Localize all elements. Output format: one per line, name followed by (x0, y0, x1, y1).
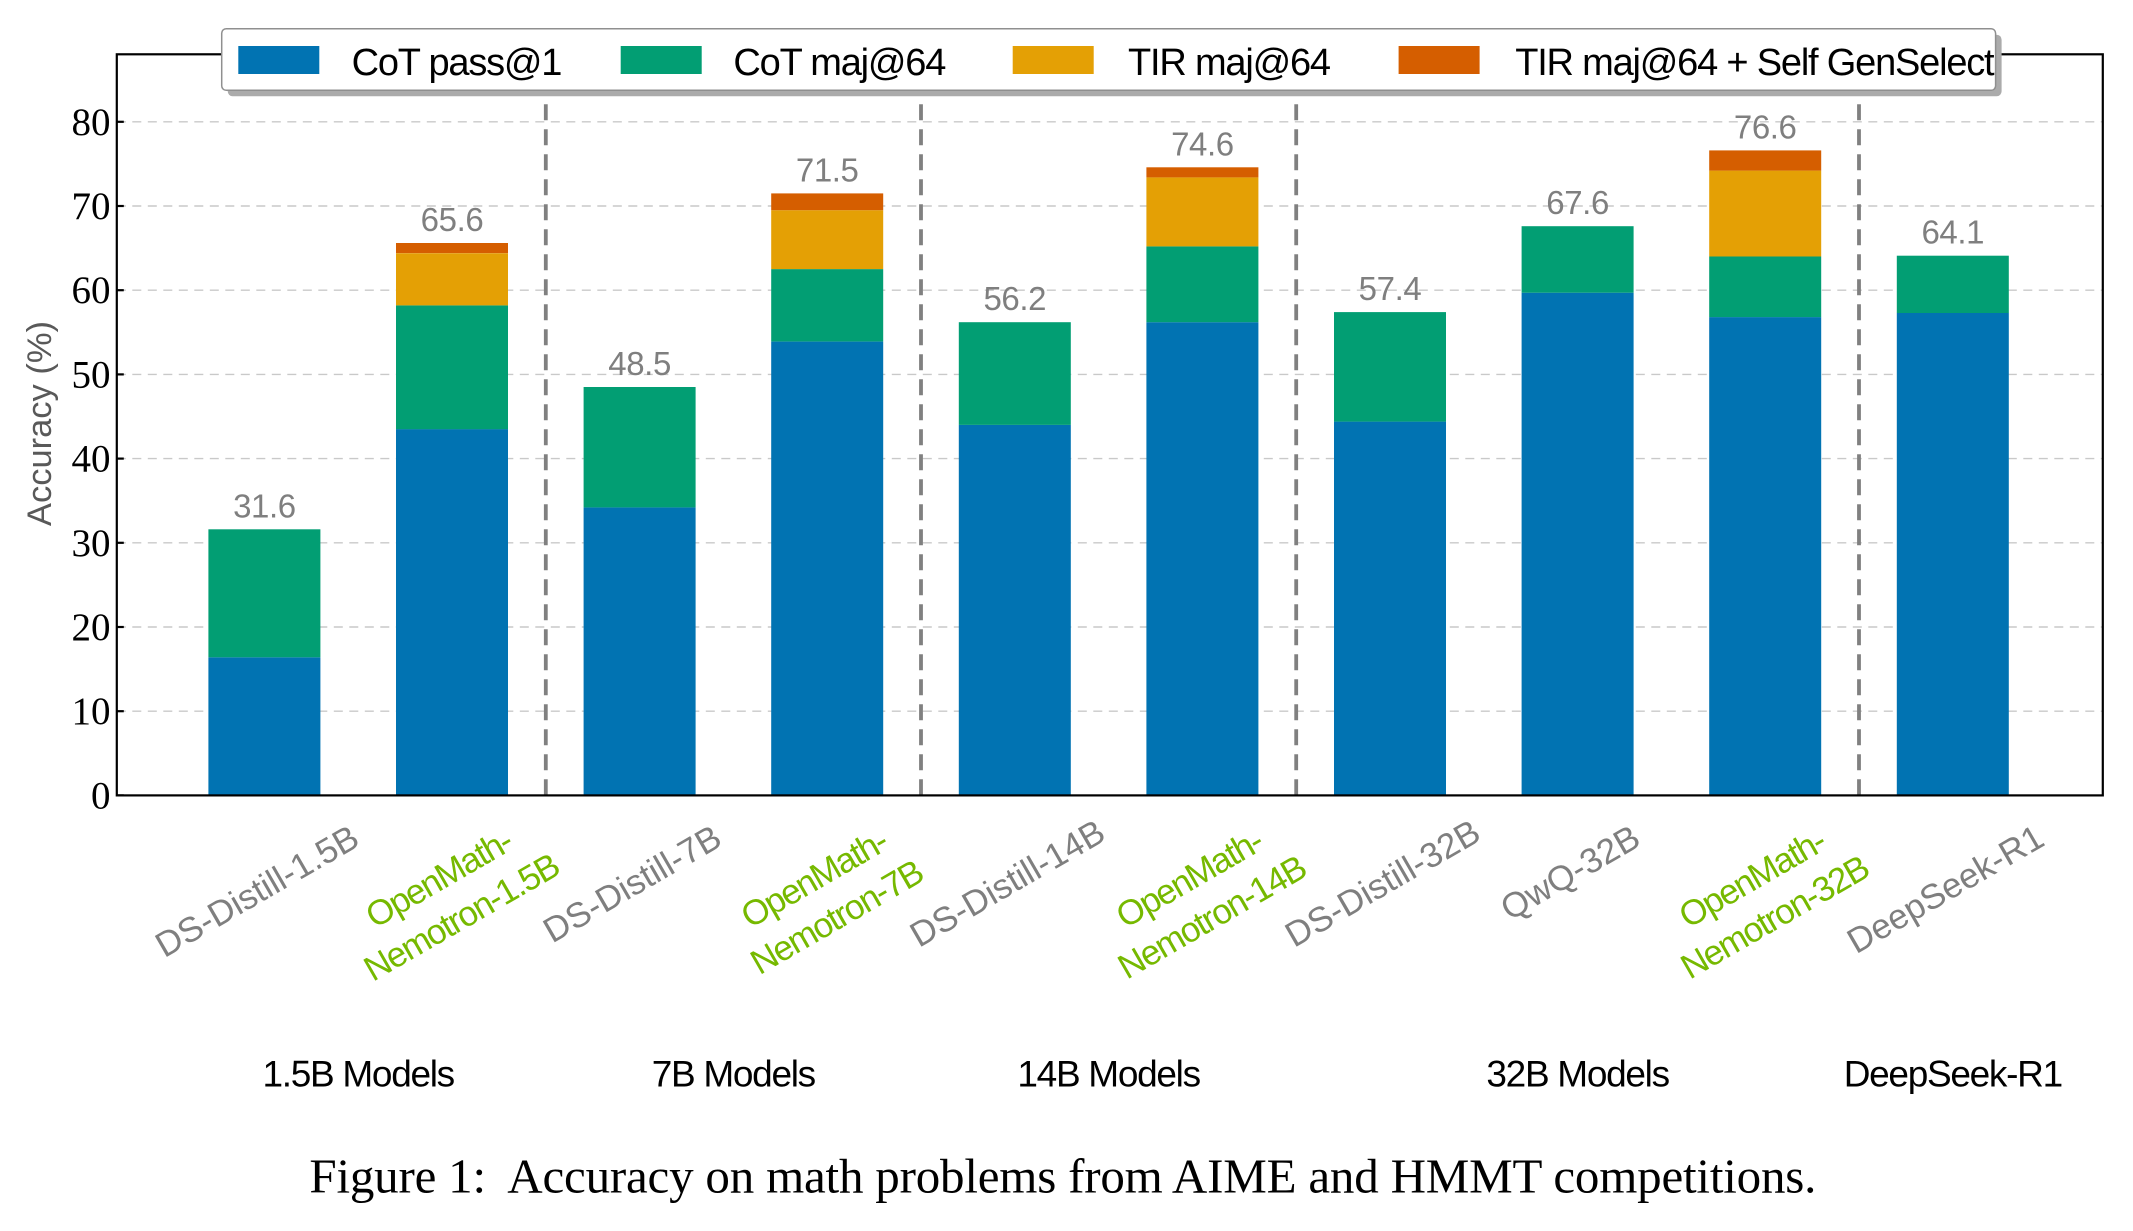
svg-text:50: 50 (72, 353, 111, 396)
svg-text:31.6: 31.6 (233, 487, 296, 524)
svg-text:67.6: 67.6 (1546, 184, 1609, 221)
svg-text:20: 20 (72, 606, 111, 649)
svg-text:14B Models: 14B Models (1017, 1054, 1200, 1095)
svg-text:57.4: 57.4 (1359, 270, 1422, 307)
svg-text:7B Models: 7B Models (652, 1054, 816, 1095)
svg-text:40: 40 (72, 438, 111, 481)
svg-text:65.6: 65.6 (421, 201, 484, 238)
svg-text:56.2: 56.2 (983, 280, 1046, 317)
svg-text:70: 70 (72, 185, 111, 228)
svg-text:0: 0 (91, 774, 111, 817)
svg-text:71.5: 71.5 (796, 151, 859, 188)
svg-text:30: 30 (72, 522, 111, 565)
svg-text:CoT pass@1: CoT pass@1 (352, 42, 562, 84)
svg-text:TIR maj@64: TIR maj@64 (1128, 42, 1331, 84)
svg-text:TIR maj@64 + Self GenSelect: TIR maj@64 + Self GenSelect (1515, 42, 1995, 84)
svg-text:CoT maj@64: CoT maj@64 (733, 42, 946, 84)
svg-text:DeepSeek-R1: DeepSeek-R1 (1844, 1054, 2062, 1095)
svg-text:60: 60 (72, 269, 111, 312)
svg-text:80: 80 (72, 101, 111, 144)
svg-text:1.5B Models: 1.5B Models (263, 1054, 455, 1095)
svg-text:Accuracy (%): Accuracy (%) (21, 321, 59, 526)
svg-text:76.6: 76.6 (1734, 108, 1797, 145)
svg-text:Figure 1: Accuracy on math pr: Figure 1: Accuracy on math problems from… (309, 1149, 1816, 1204)
svg-text:64.1: 64.1 (1921, 214, 1984, 251)
svg-text:10: 10 (72, 690, 111, 733)
svg-text:48.5: 48.5 (608, 345, 671, 382)
svg-text:32B Models: 32B Models (1486, 1054, 1669, 1095)
svg-text:74.6: 74.6 (1171, 125, 1234, 162)
